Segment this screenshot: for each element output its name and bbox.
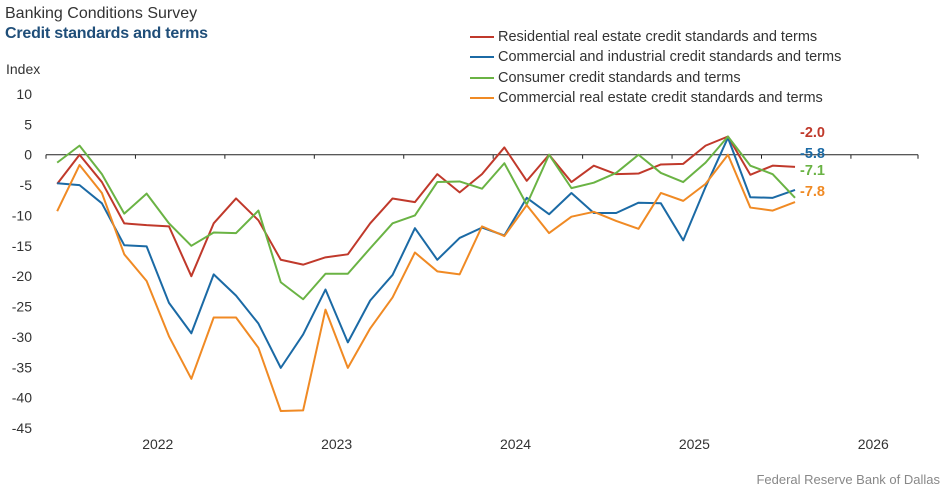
legend-swatch xyxy=(470,36,494,39)
source-footer: Federal Reserve Bank of Dallas xyxy=(756,472,940,487)
legend-swatch xyxy=(470,97,494,100)
x-tick-label: 2024 xyxy=(500,436,531,452)
series-line xyxy=(56,135,796,301)
series-end-label: -5.8 xyxy=(800,146,825,162)
y-tick-label: 10 xyxy=(16,86,32,102)
legend-label: Commercial real estate credit standards … xyxy=(498,90,823,107)
y-tick-label: -25 xyxy=(12,299,32,315)
legend-label: Residential real estate credit standards… xyxy=(498,29,818,46)
x-tick-label: 2022 xyxy=(142,436,173,452)
series-line xyxy=(56,153,796,412)
y-tick-label: -35 xyxy=(12,359,32,375)
legend-item: Residential real estate credit standards… xyxy=(470,27,841,47)
x-tick-label: 2025 xyxy=(679,436,710,452)
y-tick-label: -5 xyxy=(20,177,33,193)
chart-title: Credit standards and terms xyxy=(5,25,208,42)
x-tick-label: 2023 xyxy=(321,436,352,452)
legend-label: Commercial and industrial credit standar… xyxy=(498,49,842,66)
y-tick-label: -15 xyxy=(12,238,32,254)
y-tick-label: -45 xyxy=(12,420,32,436)
y-tick-label: -10 xyxy=(12,207,32,223)
legend: Residential real estate credit standards… xyxy=(470,27,841,108)
x-tick-label: 2026 xyxy=(858,436,889,452)
legend-label: Consumer credit standards and terms xyxy=(498,69,741,86)
legend-swatch xyxy=(470,76,494,79)
legend-item: Commercial real estate credit standards … xyxy=(470,88,841,108)
series-line xyxy=(56,135,796,278)
y-tick-label: 0 xyxy=(24,147,32,163)
y-tick-label: -20 xyxy=(12,268,32,284)
legend-item: Consumer credit standards and terms xyxy=(470,68,841,88)
series-end-label: -7.8 xyxy=(800,184,825,200)
y-tick-label: -40 xyxy=(12,390,32,406)
legend-swatch xyxy=(470,56,494,59)
series-end-label: -7.1 xyxy=(800,163,825,179)
legend-item: Commercial and industrial credit standar… xyxy=(470,47,841,67)
y-tick-label: -30 xyxy=(12,329,32,345)
series-end-label: -2.0 xyxy=(800,125,825,141)
y-axis-label: Index xyxy=(6,61,40,77)
series-line xyxy=(57,136,796,369)
y-tick-label: 5 xyxy=(24,116,32,132)
survey-title: Banking Conditions Survey xyxy=(5,5,198,22)
